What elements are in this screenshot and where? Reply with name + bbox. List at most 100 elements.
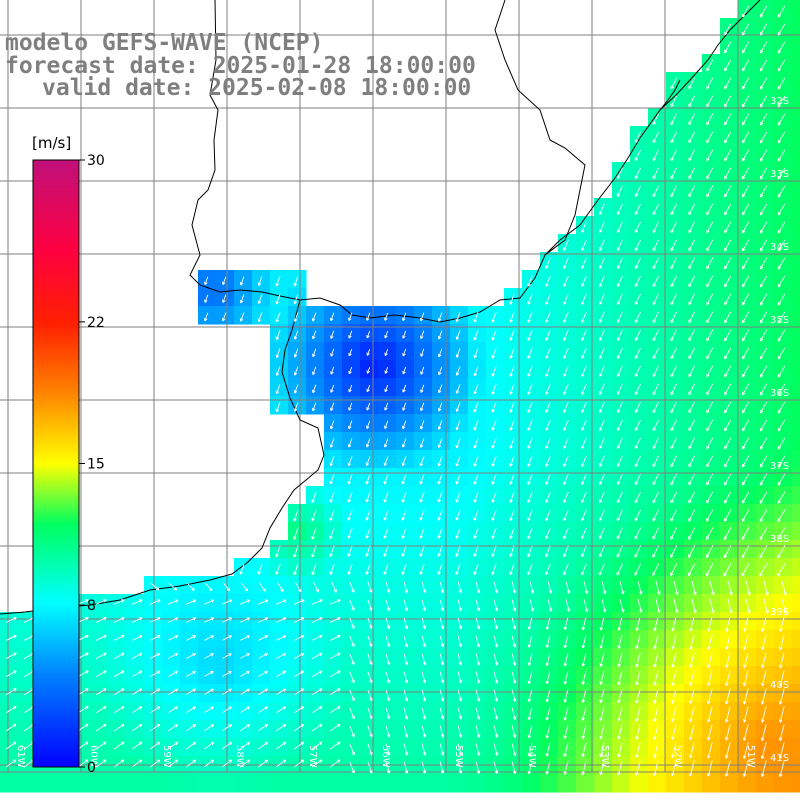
wind-arrow xyxy=(581,257,587,269)
wind-arrow xyxy=(724,347,732,360)
wind-arrow xyxy=(455,384,461,394)
wind-arrow xyxy=(759,455,768,468)
wind-arrow xyxy=(670,509,678,522)
wind-cell xyxy=(36,774,55,793)
wind-arrow xyxy=(329,456,335,467)
wind-arrow xyxy=(132,652,143,659)
wind-arrow xyxy=(437,312,443,322)
wind-arrow xyxy=(419,527,425,539)
wind-arrow xyxy=(311,509,317,522)
wind-arrow xyxy=(419,474,425,485)
wind-arrow xyxy=(616,203,623,215)
wind-arrow xyxy=(439,653,445,666)
wind-arrow xyxy=(475,653,481,666)
wind-arrow xyxy=(168,688,178,695)
wind-arrow xyxy=(598,275,605,287)
wind-arrow xyxy=(421,581,427,593)
wind-arrow xyxy=(777,419,786,432)
wind-arrow xyxy=(329,545,335,557)
wind-arrow xyxy=(437,420,443,430)
wind-arrow xyxy=(257,312,263,323)
wind-arrow xyxy=(671,670,677,686)
wind-arrow xyxy=(511,671,517,684)
wind-arrow xyxy=(311,563,317,575)
wind-arrow xyxy=(709,598,715,614)
wind-arrow xyxy=(759,131,768,144)
wind-arrow xyxy=(204,706,214,714)
wind-arrow xyxy=(439,689,445,702)
wind-arrow xyxy=(5,616,17,623)
wind-arrow xyxy=(150,670,161,677)
wind-arrow xyxy=(725,688,731,705)
lat-label: 41S xyxy=(770,753,789,764)
wind-arrow xyxy=(652,293,659,306)
wind-arrow xyxy=(706,149,714,162)
wind-arrow xyxy=(723,509,732,522)
wind-arrow xyxy=(759,59,768,72)
wind-arrow xyxy=(778,688,785,705)
wind-arrow xyxy=(367,725,373,738)
wind-arrow xyxy=(777,365,786,378)
wind-arrow xyxy=(724,131,732,144)
wind-arrow xyxy=(437,402,443,412)
wind-arrow xyxy=(5,741,17,750)
lon-label: 61W xyxy=(15,745,26,768)
wind-arrow xyxy=(670,365,677,378)
wind-cell xyxy=(792,432,800,451)
wind-arrow xyxy=(724,41,732,54)
wind-cell xyxy=(792,414,800,433)
wind-arrow xyxy=(421,599,427,612)
wind-cell xyxy=(792,306,800,325)
wind-arrow xyxy=(5,670,17,678)
wind-arrow xyxy=(276,670,287,677)
wind-arrow xyxy=(545,455,551,467)
wind-arrow xyxy=(419,312,425,322)
wind-arrow xyxy=(330,384,335,393)
wind-arrow xyxy=(150,617,161,623)
wind-arrow xyxy=(437,366,443,376)
wind-arrow xyxy=(527,653,533,666)
wind-arrow xyxy=(294,652,305,659)
wind-arrow xyxy=(366,384,371,393)
wind-arrow xyxy=(545,725,551,739)
wind-arrow xyxy=(420,384,425,393)
wind-arrow xyxy=(706,419,714,432)
wind-arrow xyxy=(653,634,659,650)
wind-arrow xyxy=(222,671,232,677)
wind-arrow xyxy=(724,365,732,378)
wind-arrow xyxy=(777,401,786,414)
wind-arrow xyxy=(742,293,750,306)
wind-arrow xyxy=(689,724,695,741)
wind-arrow xyxy=(511,599,517,612)
wind-arrow xyxy=(742,706,749,723)
wind-arrow xyxy=(403,599,409,612)
wind-arrow xyxy=(565,599,571,612)
coastline xyxy=(0,0,761,615)
wind-arrow xyxy=(652,545,660,558)
wind-arrow xyxy=(77,670,89,678)
wind-arrow xyxy=(745,580,751,596)
wind-cell xyxy=(108,774,127,793)
wind-arrow xyxy=(222,741,232,750)
wind-arrow xyxy=(724,239,732,252)
wind-arrow xyxy=(311,491,317,503)
wind-arrow xyxy=(329,599,341,605)
wind-arrow xyxy=(457,743,463,756)
wind-arrow xyxy=(545,473,551,485)
wind-arrow xyxy=(348,384,353,393)
wind-arrow xyxy=(598,293,605,305)
wind-arrow xyxy=(599,617,605,631)
wind-arrow xyxy=(724,149,732,162)
wind-arrow xyxy=(598,311,605,323)
wind-arrow xyxy=(95,634,107,641)
wind-arrow xyxy=(311,723,323,732)
wind-arrow xyxy=(777,167,786,180)
wind-arrow xyxy=(725,652,731,668)
lon-label: 60W xyxy=(88,745,99,768)
wind-arrow xyxy=(385,689,391,702)
wind-arrow xyxy=(706,742,713,759)
wind-arrow xyxy=(581,275,587,287)
wind-arrow xyxy=(420,330,425,339)
wind-arrow xyxy=(527,527,533,539)
wind-cell xyxy=(198,774,217,793)
